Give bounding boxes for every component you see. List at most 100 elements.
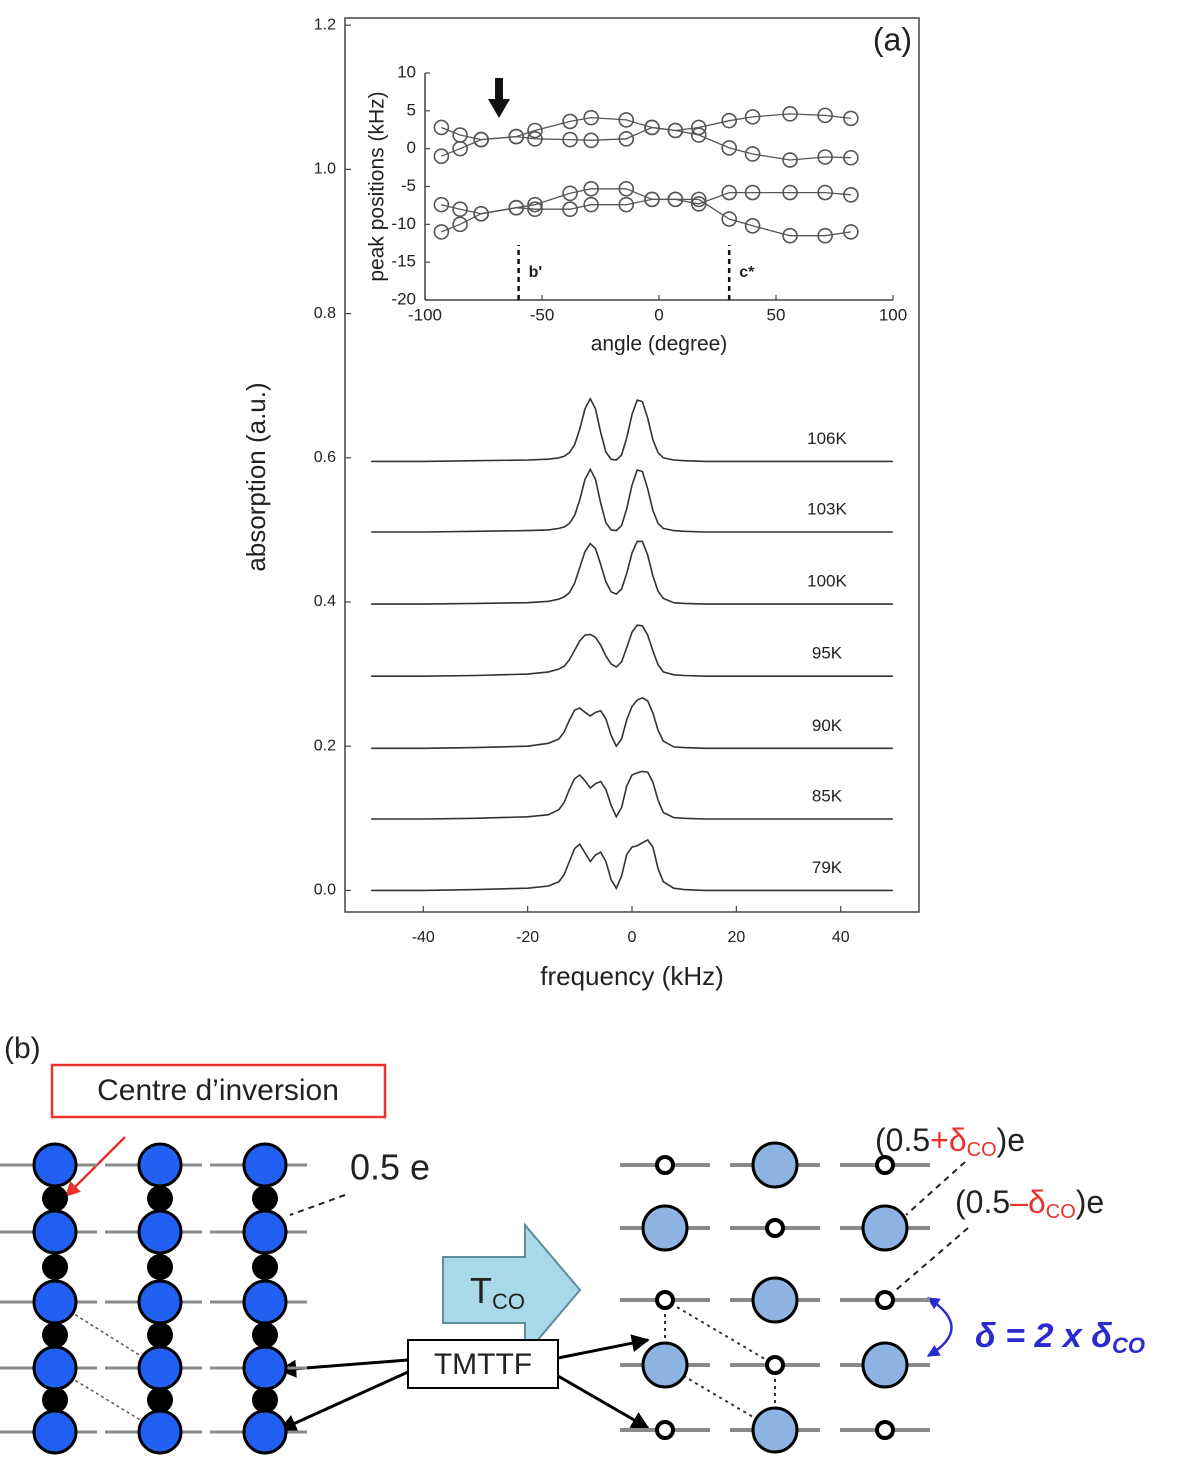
point	[843, 110, 859, 127]
fit-line	[441, 126, 851, 161]
point	[817, 227, 833, 244]
molecule-poor	[655, 1420, 675, 1440]
leader-line	[289, 1194, 346, 1216]
charge-text: )e	[1076, 1184, 1104, 1220]
x-tick-label: -40	[412, 929, 435, 946]
point	[782, 184, 798, 201]
poor-charge: (0.5–δCO)e	[955, 1184, 1104, 1223]
spectrum	[371, 697, 893, 750]
y-tick-label: 1.0	[314, 161, 336, 178]
y-tick-label: 0.0	[314, 882, 336, 899]
point	[433, 224, 450, 240]
charge-delta: –δ	[1010, 1184, 1046, 1220]
point	[618, 196, 635, 213]
chain-atom	[252, 1387, 278, 1413]
molecule-poor	[655, 1290, 675, 1310]
y-axis-title: peak positions (kHz)	[366, 91, 389, 281]
molecule-arrow	[278, 1370, 409, 1432]
x-tick-label: 0	[654, 305, 663, 324]
chain-atom	[42, 1387, 68, 1413]
series-label: 106K	[807, 429, 847, 448]
molecule	[242, 1209, 288, 1255]
bond-dotted	[664, 1299, 776, 1366]
point	[583, 109, 599, 126]
chain-atom	[252, 1322, 278, 1348]
x-tick-label: 50	[767, 305, 786, 324]
plot-frame	[344, 17, 920, 913]
molecule	[137, 1345, 183, 1391]
molecule-poor	[655, 1155, 675, 1175]
leader-line	[905, 1161, 966, 1216]
series-label: 95K	[812, 644, 843, 663]
point	[583, 180, 599, 197]
y-tick-label: -10	[391, 214, 416, 233]
y-tick-label: 0.2	[314, 737, 336, 754]
chain-atom	[147, 1254, 173, 1280]
molecule	[137, 1409, 183, 1455]
chain-atom	[147, 1387, 173, 1413]
point	[782, 227, 798, 244]
spectrum	[371, 540, 893, 605]
point	[690, 127, 707, 143]
y-tick-label: 0	[407, 138, 416, 157]
panel-label: (a)	[873, 21, 912, 57]
molecule-rich	[641, 1341, 689, 1389]
inset-arrow-shaft	[495, 78, 503, 100]
y-tick-label: 1.2	[314, 16, 336, 33]
x-axis-title: angle (degree)	[591, 333, 728, 356]
chain-atom	[252, 1254, 278, 1280]
charge-text: (0.5	[955, 1184, 1010, 1220]
point	[618, 112, 635, 128]
transition-arrow	[442, 1222, 582, 1358]
y-tick-label: 0.8	[314, 305, 336, 322]
point	[782, 106, 798, 122]
molecule-box	[407, 1339, 559, 1389]
y-tick-label: -15	[391, 252, 416, 271]
molecule-rich	[861, 1204, 909, 1252]
point	[744, 218, 761, 234]
point	[782, 152, 798, 168]
chain-atom	[42, 1254, 68, 1280]
molecule	[32, 1345, 78, 1391]
point	[508, 199, 525, 216]
molecule-poor	[765, 1218, 785, 1238]
point	[644, 119, 660, 136]
delta-relation: δ = 2 x δCO	[975, 1317, 1145, 1358]
point	[721, 211, 738, 227]
spectrum	[371, 770, 893, 820]
inversion-box	[50, 1063, 387, 1119]
molecule	[137, 1209, 183, 1255]
molecule-rich	[861, 1341, 909, 1389]
delta-arrow	[926, 1296, 953, 1358]
molecule	[242, 1279, 288, 1325]
point	[562, 185, 578, 202]
point	[433, 196, 450, 213]
molecule-poor	[765, 1355, 785, 1375]
point	[452, 216, 468, 233]
molecule-poor	[875, 1290, 895, 1310]
point	[843, 187, 859, 203]
point	[843, 149, 859, 166]
chain-atom	[252, 1185, 278, 1212]
spectrum	[371, 396, 893, 463]
spectrum	[371, 467, 893, 533]
x-tick-label: -100	[408, 305, 442, 324]
point	[721, 184, 738, 201]
molecule-label: TMTTF	[434, 1348, 532, 1381]
molecule	[32, 1209, 78, 1255]
point	[690, 191, 707, 208]
rich-charge: (0.5+δCO)e	[875, 1122, 1025, 1161]
fit-line	[441, 198, 851, 237]
axis-marker-label: b'	[529, 264, 543, 281]
transition-symbol: T	[470, 1270, 492, 1311]
molecule-arrow	[557, 1374, 650, 1430]
chain-atom	[42, 1322, 68, 1348]
charge-text: (0.5	[875, 1122, 930, 1158]
x-tick-label: 100	[879, 305, 907, 324]
molecule-rich	[751, 1141, 799, 1189]
y-tick-label: 10	[397, 62, 416, 81]
y-tick-label: -20	[391, 289, 416, 308]
axis-marker-label: c*	[739, 264, 755, 281]
point	[843, 224, 859, 240]
